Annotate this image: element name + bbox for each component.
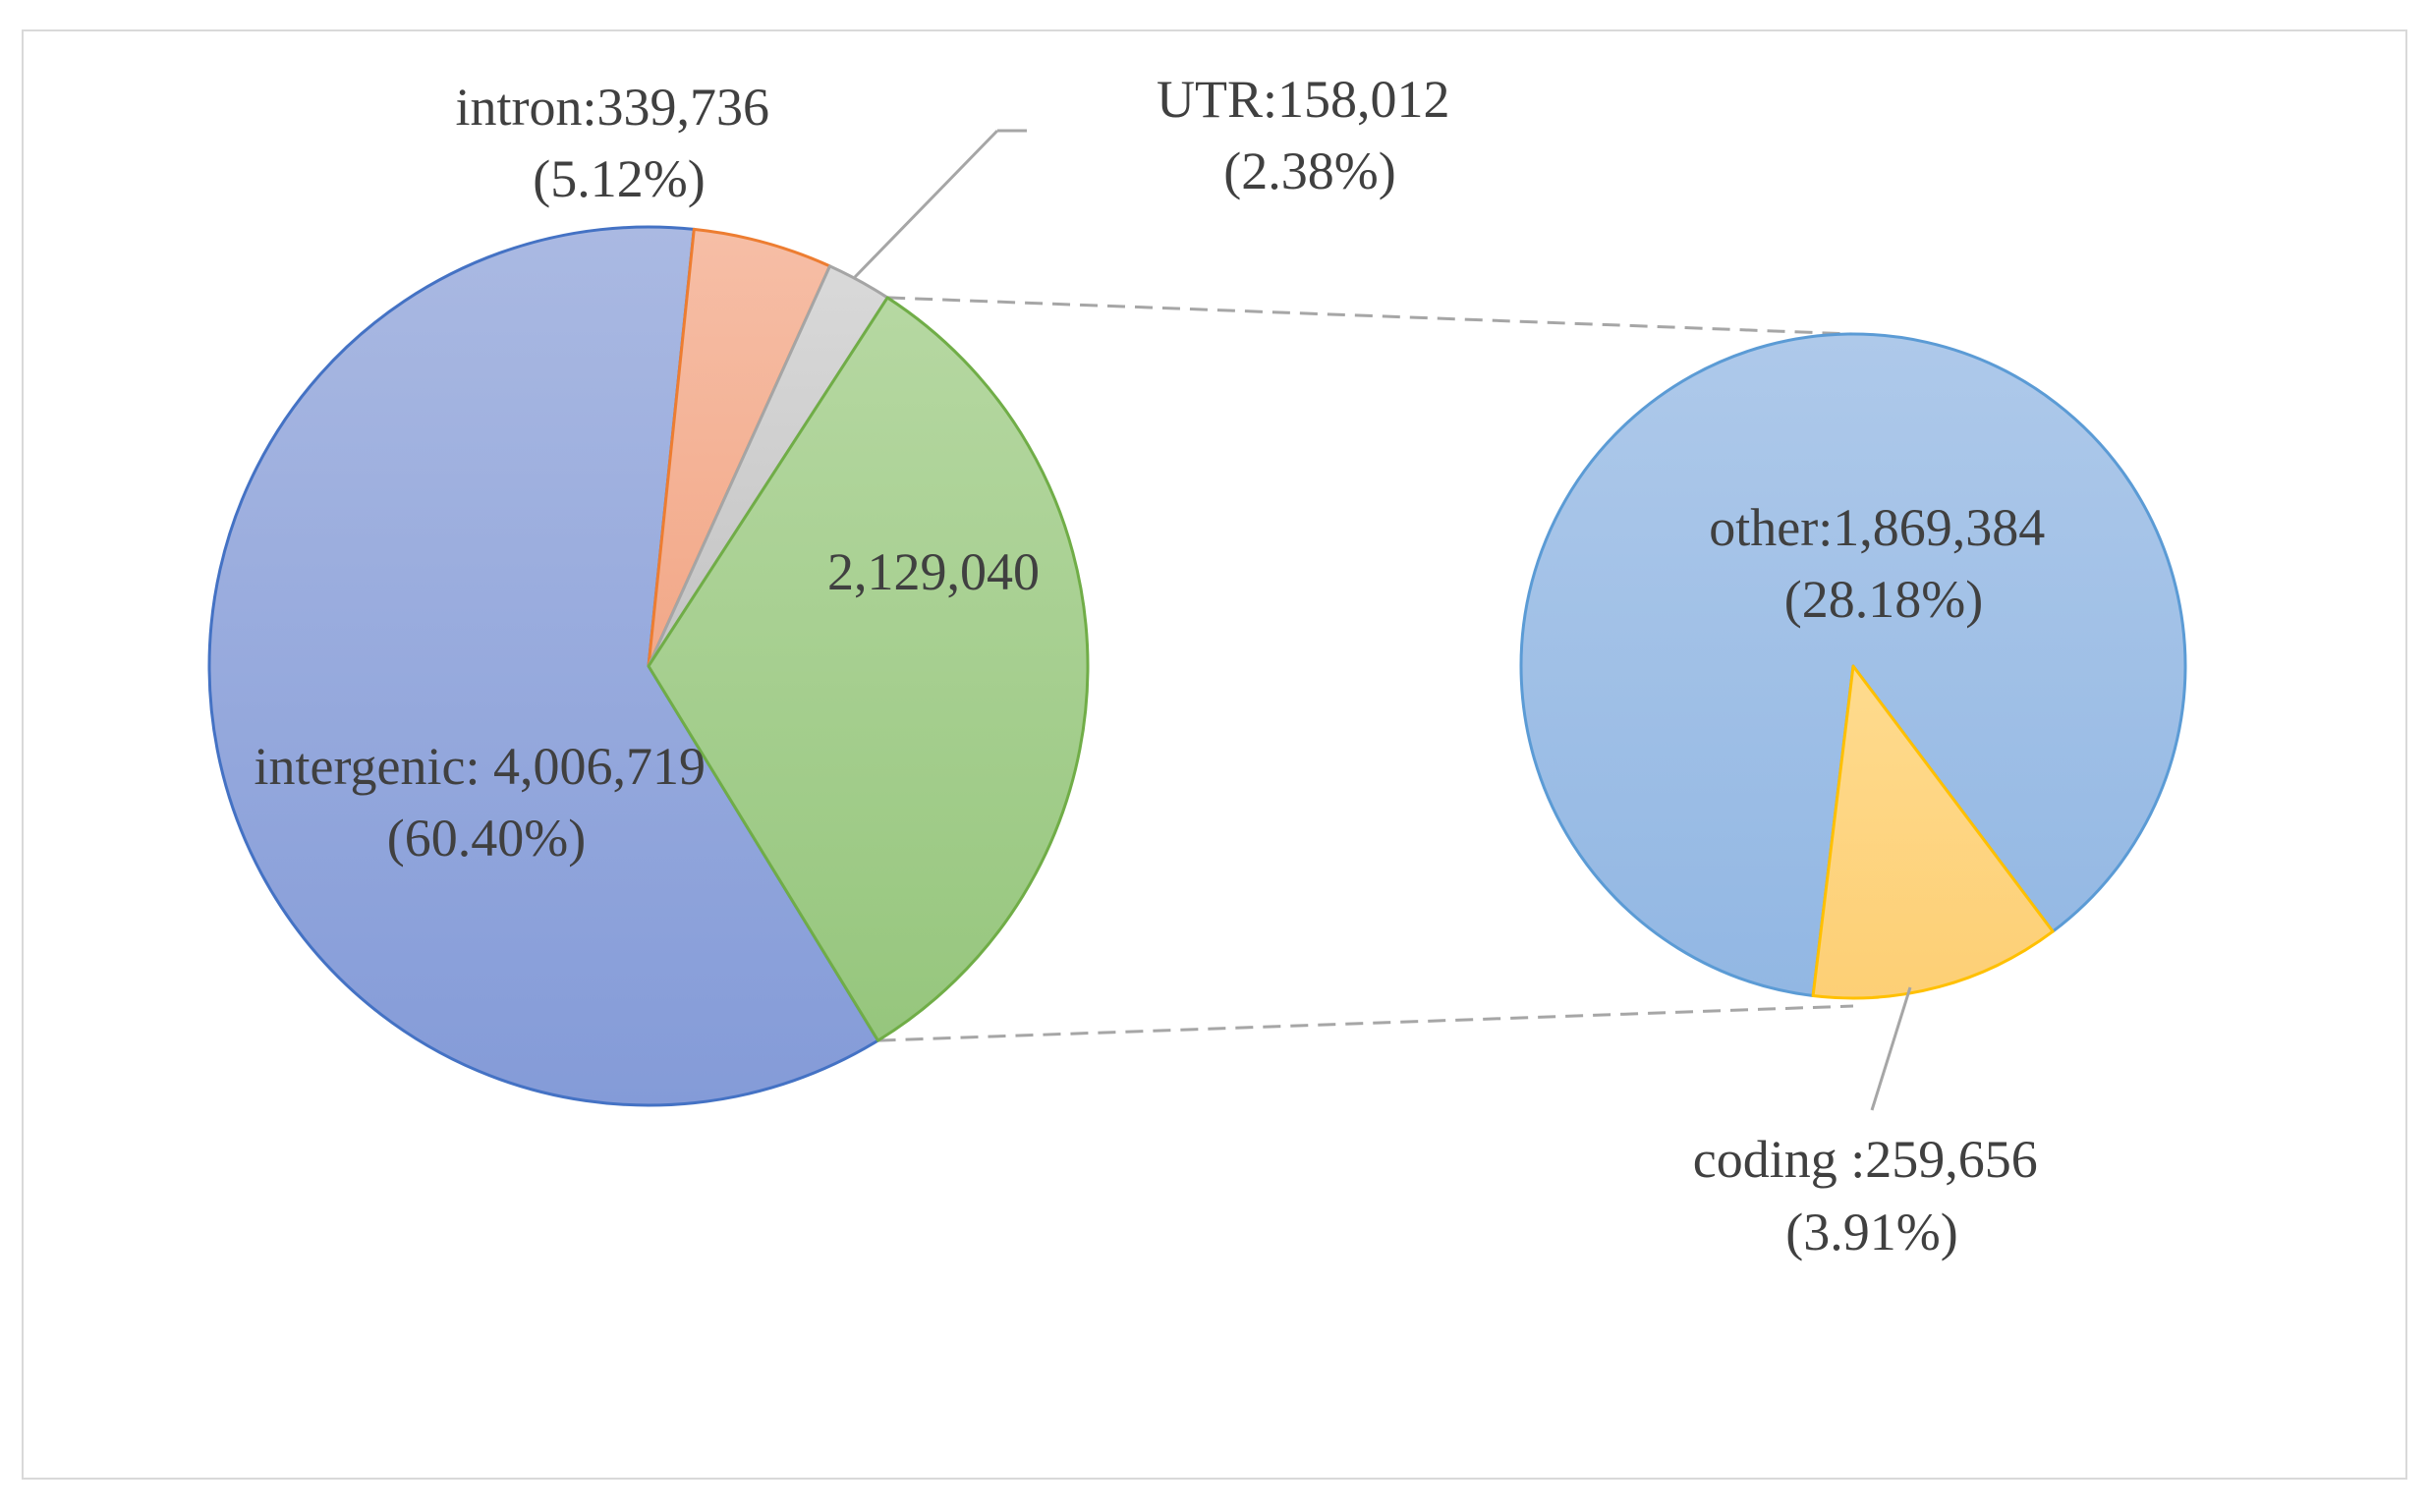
secondary-pie bbox=[1519, 332, 2187, 1000]
connector-lines bbox=[877, 296, 1854, 1042]
secondary-slice-coding bbox=[1811, 664, 2055, 1000]
label-intron-value: intron:339,736 bbox=[456, 78, 770, 137]
label-intergenic-percent: (60.40%) bbox=[387, 809, 586, 868]
main-slice-rest bbox=[647, 296, 1090, 1042]
label-coding-percent: (3.91%) bbox=[1785, 1203, 1957, 1261]
label-intron-percent: (5.12%) bbox=[533, 149, 705, 208]
label-other-percent: (28.18%) bbox=[1784, 570, 1983, 629]
label-intergenic-value: intergenic: 4,006,719 bbox=[254, 737, 706, 796]
main-pie bbox=[207, 225, 1090, 1107]
main-slice-intron bbox=[647, 227, 832, 668]
label-intergenic: intergenic: 4,006,719 (60.40%) bbox=[254, 737, 719, 868]
label-coding-value: coding :259,656 bbox=[1693, 1130, 2038, 1189]
label-bar-total: 2,129,040 bbox=[827, 542, 1040, 601]
coding-leader-line bbox=[1870, 986, 1912, 1111]
connector-line-top bbox=[887, 296, 1854, 336]
utr-leader-line bbox=[853, 129, 999, 279]
label-utr-percent: (2.38%) bbox=[1223, 141, 1395, 200]
label-utr-value: UTR:158,012 bbox=[1157, 70, 1450, 129]
label-intron: intron:339,736 (5.12%) bbox=[456, 78, 783, 208]
label-other: other:1,869,384 (28.18%) bbox=[1709, 498, 2058, 629]
main-slice-intergenic bbox=[207, 225, 880, 1107]
connector-line-bottom bbox=[877, 1004, 1854, 1042]
label-other-value: other:1,869,384 bbox=[1709, 498, 2045, 557]
label-bar-total-value: 2,129,040 bbox=[827, 542, 1040, 601]
label-utr: UTR:158,012 (2.38%) bbox=[1157, 70, 1463, 200]
label-coding: coding :259,656 (3.91%) bbox=[1693, 1130, 2051, 1261]
